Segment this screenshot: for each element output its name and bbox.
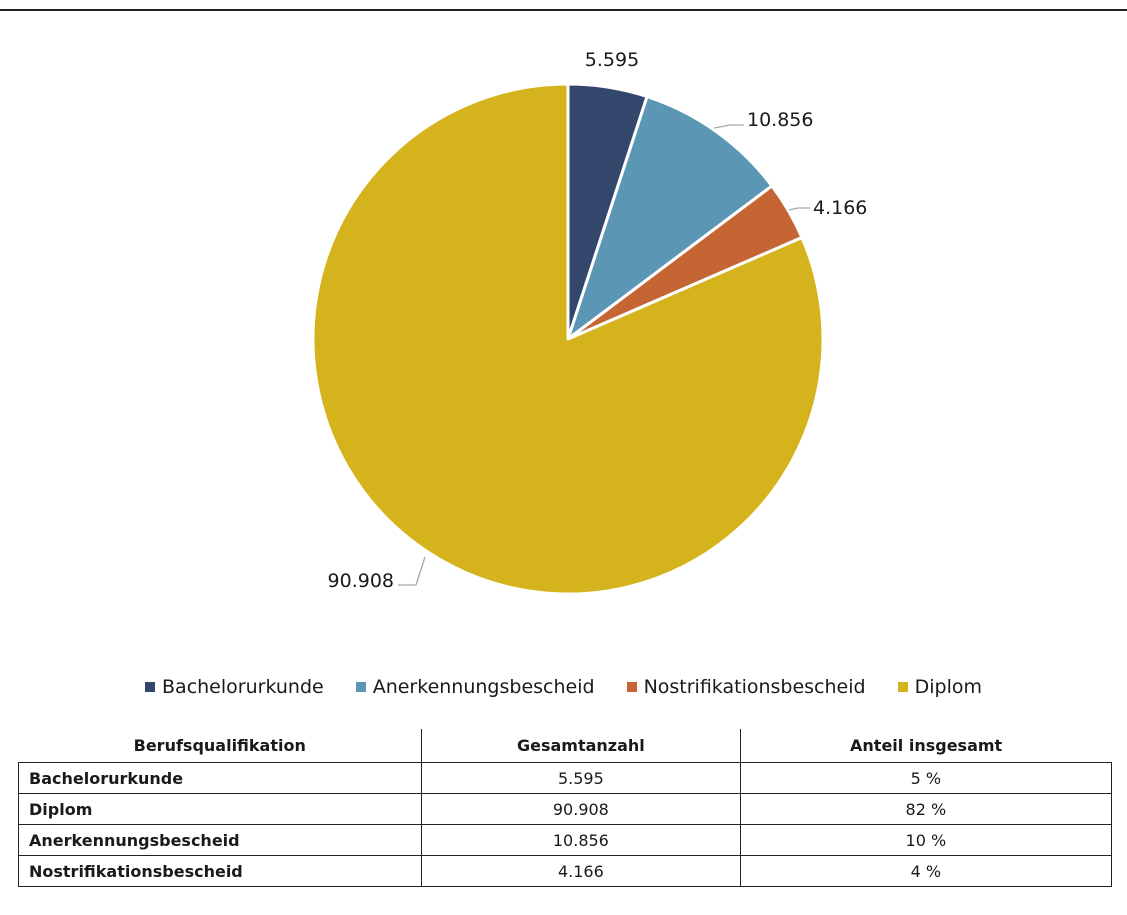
data-label-diplom: 90.908 <box>328 570 394 592</box>
header-anteil: Anteil insgesamt <box>739 729 1112 763</box>
cell-name: Anerkennungsbescheid <box>18 824 422 856</box>
legend-label-nostrifikationsbescheid: Nostrifikationsbescheid <box>643 676 866 698</box>
cell-share: 10 % <box>739 824 1113 856</box>
legend-swatch-diplom <box>897 682 908 692</box>
leader-line-nostrifikationsbescheid <box>788 207 810 211</box>
legend-swatch-nostrifikationsbescheid <box>626 682 637 692</box>
cell-count: 10.856 <box>421 824 741 856</box>
cell-share: 82 % <box>739 793 1113 825</box>
cell-count: 4.166 <box>421 855 741 887</box>
legend-label-diplom: Diplom <box>914 676 982 698</box>
cell-share: 4 % <box>739 855 1113 887</box>
data-label-nostrifikationsbescheid: 4.166 <box>813 197 867 219</box>
pie-slice-anerkennungsbescheid <box>566 95 774 341</box>
table-row: Nostrifikationsbescheid 4.166 4 % <box>18 855 1113 887</box>
leader-line-anerkennungsbescheid <box>713 124 744 129</box>
data-label-anerkennungsbescheid: 10.856 <box>747 109 813 131</box>
legend-item-bachelorurkunde: Bachelorurkunde <box>145 676 324 698</box>
pie-slice-diplom <box>311 82 825 596</box>
table-row: Diplom 90.908 82 % <box>18 793 1113 825</box>
legend-item-anerkennungsbescheid: Anerkennungsbescheid <box>355 676 595 698</box>
pie-chart: 5.595 10.856 4.166 90.908 <box>311 49 867 596</box>
cell-count: 90.908 <box>421 793 741 825</box>
legend-label-bachelorurkunde: Bachelorurkunde <box>162 676 324 698</box>
table-row: Bachelorurkunde 5.595 5 % <box>18 762 1113 794</box>
legend-swatch-anerkennungsbescheid <box>355 682 366 692</box>
cell-name: Bachelorurkunde <box>18 762 422 794</box>
table-header-row: Berufsqualifikation Gesamtanzahl Anteil … <box>18 729 1112 763</box>
legend-label-anerkennungsbescheid: Anerkennungsbescheid <box>372 676 595 698</box>
summary-table: Berufsqualifikation Gesamtanzahl Anteil … <box>18 729 1113 887</box>
chart-legend: Bachelorurkunde Anerkennungsbescheid Nos… <box>0 676 1127 698</box>
legend-item-nostrifikationsbescheid: Nostrifikationsbescheid <box>626 676 866 698</box>
header-berufsqualifikation: Berufsqualifikation <box>133 736 306 755</box>
cell-name: Nostrifikationsbescheid <box>18 855 422 887</box>
data-label-bachelorurkunde: 5.595 <box>585 49 639 71</box>
cell-name: Diplom <box>18 793 422 825</box>
legend-item-diplom: Diplom <box>897 676 982 698</box>
cell-share: 5 % <box>739 762 1113 794</box>
cell-count: 5.595 <box>421 762 741 794</box>
header-gesamtanzahl: Gesamtanzahl <box>421 729 741 763</box>
legend-swatch-bachelorurkunde <box>145 682 156 692</box>
leader-line-diplom <box>398 556 426 586</box>
top-rule <box>0 9 1127 11</box>
table-row: Anerkennungsbescheid 10.856 10 % <box>18 824 1113 856</box>
